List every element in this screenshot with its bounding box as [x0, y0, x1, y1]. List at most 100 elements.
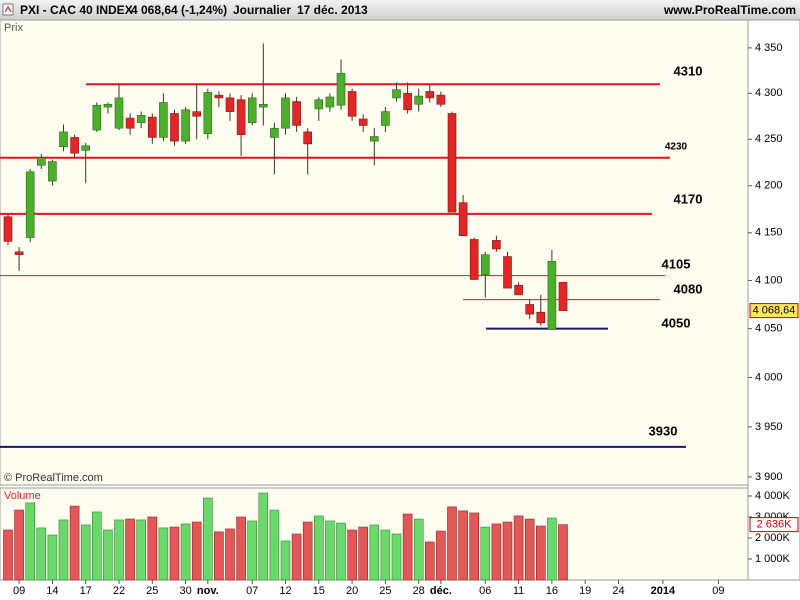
x-tick-label: 25	[146, 585, 158, 597]
candle-body	[347, 91, 357, 117]
volume-bar	[147, 516, 158, 581]
x-tick-label: nov.	[197, 585, 219, 597]
volume-bar	[391, 533, 402, 581]
volume-bar	[347, 529, 357, 581]
volume-bar	[3, 529, 13, 581]
volume-bar	[291, 533, 302, 581]
y-tick-label: 4 200	[755, 180, 783, 192]
volume-bar	[69, 505, 80, 581]
candle-body	[92, 104, 102, 131]
candle-body	[547, 261, 557, 330]
x-tick-label: 30	[179, 585, 191, 597]
volume-bar	[336, 522, 346, 581]
last-volume-label: 2 636K	[757, 519, 793, 531]
candle-body	[258, 104, 268, 108]
header-icon	[2, 3, 14, 16]
candle-body	[247, 97, 257, 123]
level-label: 4310	[674, 63, 703, 78]
volume-bar	[114, 519, 124, 581]
candle-body	[59, 131, 68, 147]
y-tick-label: 1 000K	[755, 553, 791, 565]
candle-body	[148, 116, 157, 138]
x-tick-label: 07	[246, 585, 258, 597]
candle-body	[14, 251, 24, 255]
y-tick-label: 4 250	[755, 133, 783, 145]
last-price-box	[749, 303, 799, 319]
volume-bar	[313, 515, 324, 581]
y-tick-label: 3 950	[755, 421, 783, 433]
x-tick-label: 14	[46, 585, 58, 597]
volume-bar	[535, 525, 546, 581]
candle-body	[392, 89, 401, 99]
candle-body	[170, 113, 179, 142]
candle-body	[469, 239, 479, 280]
copyright: © ProRealTime.com	[4, 472, 103, 484]
candle-body	[281, 97, 290, 129]
header-period: Journalier	[233, 3, 291, 17]
volume-bar	[469, 512, 480, 581]
candle-body	[70, 137, 79, 154]
candle-body	[81, 145, 90, 151]
header-site: www.ProRealTime.com	[663, 3, 796, 17]
volume-bar	[47, 534, 58, 581]
y-tick-label: 4 050	[755, 323, 783, 335]
volume-bar	[558, 524, 568, 581]
candle-body	[436, 94, 446, 105]
candle-body	[125, 117, 135, 129]
level-label: 4105	[662, 256, 691, 271]
x-tick-label: 11	[513, 585, 524, 597]
candle-body	[492, 240, 501, 250]
header-date: 17 déc. 2013	[297, 3, 368, 17]
volume-bar	[247, 520, 257, 581]
x-tick-label: 09	[712, 585, 724, 597]
candle-body	[270, 127, 279, 138]
x-tick-label: déc.	[430, 585, 452, 597]
x-tick-label: 22	[113, 585, 125, 597]
volume-bar	[302, 521, 313, 581]
last-price-label: 4 068,64	[753, 305, 796, 317]
x-tick-label: 12	[279, 585, 291, 597]
volume-bar	[447, 506, 457, 581]
volume-bar	[358, 526, 369, 581]
volume-bar	[158, 527, 169, 581]
candle-body	[203, 92, 213, 135]
candle-body	[192, 111, 201, 117]
header-icon-glyph	[4, 6, 12, 13]
candle-body	[403, 93, 412, 111]
candle-body	[447, 113, 457, 213]
candle-body	[36, 157, 46, 166]
volume-bar	[458, 510, 468, 581]
volume-bar	[225, 528, 235, 581]
candle-body	[292, 101, 301, 126]
volume-bar	[58, 519, 69, 581]
volume-bar	[92, 511, 102, 581]
x-tick-label: 20	[346, 585, 358, 597]
candle-body	[480, 254, 490, 276]
candle-body	[525, 304, 535, 315]
volume-bar	[547, 517, 557, 581]
volume-bar	[14, 509, 24, 581]
x-tick-label: 09	[13, 585, 25, 597]
price-panel	[0, 19, 749, 486]
header-symbol: PXI - CAC 40 INDEX	[20, 3, 133, 17]
volume-bar	[214, 531, 224, 581]
volume-bar	[436, 530, 446, 581]
volume-bar	[36, 527, 47, 581]
volume-bar	[25, 502, 36, 581]
level-label: 4230	[665, 142, 688, 153]
last-volume-box	[749, 517, 799, 533]
candle-body	[3, 216, 13, 242]
candle-body	[381, 111, 390, 126]
y-tick-label: 4 300	[755, 87, 783, 99]
x-tick-label: 16	[546, 585, 558, 597]
volume-bar	[269, 509, 280, 581]
candle-body	[114, 97, 124, 129]
level-label: 4170	[674, 191, 703, 206]
volume-bar	[169, 526, 180, 581]
x-tick-label: 2014	[651, 585, 676, 597]
candle-body	[48, 161, 57, 182]
x-tick-label: 28	[413, 585, 425, 597]
volume-bar	[402, 513, 413, 581]
candle-body	[103, 104, 113, 108]
